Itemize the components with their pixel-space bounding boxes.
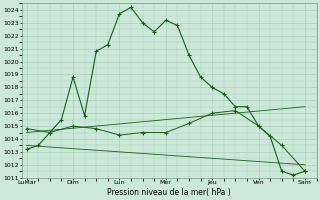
X-axis label: Pression niveau de la mer( hPa ): Pression niveau de la mer( hPa ) [108,188,231,197]
